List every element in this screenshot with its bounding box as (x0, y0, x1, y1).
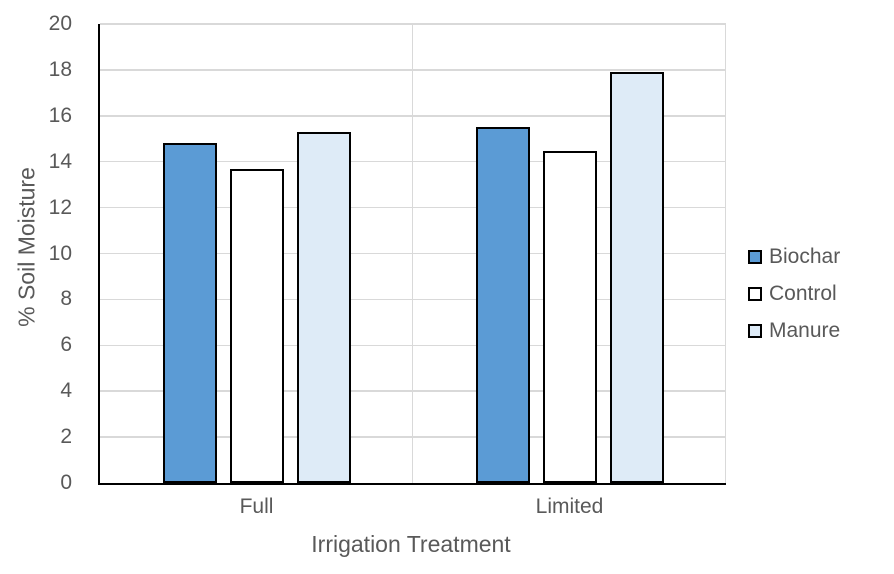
y-tick-label-4: 4 (60, 379, 72, 403)
legend-label: Manure (769, 319, 841, 342)
legend-swatch-biochar-icon (748, 250, 762, 264)
bar-group-full (100, 24, 413, 483)
gridline-y-20 (100, 23, 726, 25)
legend: Biochar Control Manure (748, 246, 840, 357)
gridline-x-1 (411, 24, 413, 483)
legend-swatch-manure-icon (748, 324, 762, 338)
legend-item-manure: Manure (748, 320, 840, 342)
y-tick-label-6: 6 (60, 333, 72, 357)
x-axis-title: Irrigation Treatment (311, 531, 511, 557)
bar-control-full (229, 168, 284, 483)
y-tick-label-18: 18 (48, 57, 72, 81)
x-tick-label-limited: Limited (535, 495, 604, 518)
bar-group-limited (413, 24, 726, 483)
y-tick-label-0: 0 (60, 471, 72, 494)
gridline-y-14 (100, 160, 726, 163)
gridline-y-6 (100, 344, 726, 347)
y-tick-label-12: 12 (48, 195, 72, 219)
gridline-y-12 (100, 206, 726, 209)
bar-manure-limited (609, 72, 664, 483)
y-axis-title: % Soil Moisture (13, 167, 40, 327)
legend-swatch-control-icon (748, 287, 762, 301)
legend-item-biochar: Biochar (748, 246, 840, 268)
legend-item-control: Control (748, 283, 840, 305)
y-tick-label-14: 14 (48, 149, 72, 173)
y-tick-label-8: 8 (60, 287, 72, 311)
legend-label: Biochar (769, 245, 841, 268)
plot-area (98, 23, 726, 485)
bar-biochar-full (162, 143, 217, 483)
bar-biochar-limited (475, 127, 530, 483)
legend-label: Control (769, 282, 837, 305)
y-tick-label-20: 20 (48, 12, 72, 35)
y-tick-label-2: 2 (60, 425, 72, 449)
gridline-y-4 (100, 390, 726, 392)
y-tick-label-10: 10 (48, 241, 72, 265)
gridline-y-10 (100, 252, 726, 255)
y-tick-label-16: 16 (48, 103, 72, 127)
gridline-y-18 (100, 69, 726, 71)
gridline-x-2 (724, 24, 726, 483)
gridline-y-8 (100, 298, 726, 301)
gridline-y-2 (100, 436, 726, 438)
bar-control-limited (542, 151, 597, 483)
x-tick-label-full: Full (239, 495, 274, 518)
gridline-y-16 (100, 115, 726, 117)
bar-manure-full (296, 131, 351, 483)
